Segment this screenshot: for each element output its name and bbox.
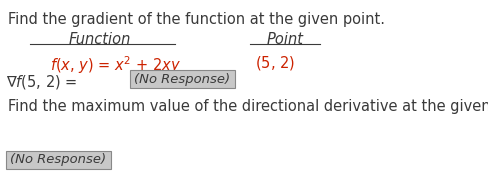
Text: (No Response): (No Response)	[10, 153, 106, 166]
Text: Function: Function	[69, 32, 131, 47]
Text: (No Response): (No Response)	[134, 73, 230, 85]
Text: Point: Point	[266, 32, 303, 47]
Text: ($\it{5}$, $\it{2}$): ($\it{5}$, $\it{2}$)	[254, 54, 294, 72]
Text: $\nabla$$\it{f}$(5, 2) =: $\nabla$$\it{f}$(5, 2) =	[6, 73, 79, 91]
Text: Find the gradient of the function at the given point.: Find the gradient of the function at the…	[8, 12, 384, 27]
Text: Find the maximum value of the directional derivative at the given point.: Find the maximum value of the directiona…	[8, 99, 488, 114]
FancyBboxPatch shape	[130, 70, 235, 88]
FancyBboxPatch shape	[6, 151, 111, 169]
Text: $\it{f}$($\it{x}$, $\it{y}$) = $\it{x}$$^2$ + 2$\it{x}$$\it{y}$: $\it{f}$($\it{x}$, $\it{y}$) = $\it{x}$$…	[50, 54, 181, 76]
